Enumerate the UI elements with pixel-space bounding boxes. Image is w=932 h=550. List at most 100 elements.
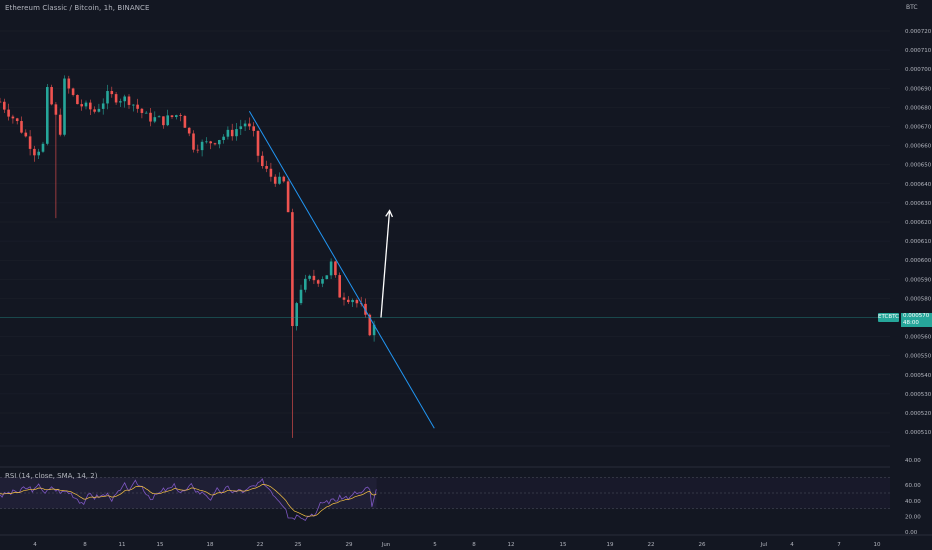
- candle-body: [157, 116, 161, 118]
- rsi-tick-label: 60.00: [905, 483, 921, 489]
- price-tick-label: 0.000560: [905, 335, 932, 341]
- candle-body: [295, 303, 298, 327]
- candle-body: [46, 87, 49, 144]
- candle-body: [76, 94, 79, 105]
- candle-body: [132, 104, 135, 106]
- time-tick-label: 8: [472, 542, 476, 548]
- candle-body: [20, 121, 23, 133]
- candle-body: [316, 280, 320, 284]
- candle-body: [312, 275, 316, 281]
- candle-body: [106, 91, 109, 104]
- time-tick-label: Jul: [760, 542, 768, 548]
- candle-body: [15, 118, 19, 122]
- candle-body: [265, 166, 268, 169]
- candle-body: [364, 303, 367, 315]
- candle-body: [347, 299, 350, 303]
- projection-arrow[interactable]: [380, 209, 394, 318]
- time-tick-label: 25: [295, 542, 302, 548]
- time-tick-label: 11: [119, 542, 126, 548]
- candle-body: [63, 78, 66, 135]
- candle-body: [278, 176, 281, 184]
- candle-body: [286, 181, 290, 213]
- candle-body: [248, 123, 251, 127]
- candle-body: [179, 115, 182, 116]
- price-axis[interactable]: 0.000720 0.000710 0.000700 0.000690 0.000680…: [905, 29, 932, 464]
- candle-body: [252, 126, 255, 131]
- time-tick-label: 5: [433, 542, 437, 548]
- arrow-head: [385, 209, 394, 218]
- candle-body: [175, 115, 178, 118]
- candle-body: [7, 109, 10, 117]
- time-tick-label: 22: [648, 542, 655, 548]
- rsi-tick-label: 20.00: [905, 514, 921, 520]
- candle-body: [33, 148, 36, 156]
- time-tick-label: 18: [207, 542, 214, 548]
- rsi-axis: 60.00 40.00 20.00 0.00: [905, 483, 921, 536]
- candle-body: [136, 104, 139, 109]
- price-tick-label: 0.000660: [905, 144, 932, 150]
- candle-body: [166, 115, 169, 126]
- candle-body: [0, 101, 2, 103]
- candle-body: [213, 143, 217, 145]
- price-tick-label: 0.000650: [905, 163, 932, 169]
- candle-body: [93, 109, 96, 112]
- candle-body: [123, 96, 126, 102]
- candle-body: [3, 101, 6, 110]
- candle-body: [89, 102, 92, 110]
- rsi-indicator-title[interactable]: RSI (14, close, SMA, 14, 2): [5, 472, 98, 480]
- candle-body: [209, 141, 212, 144]
- price-tick-label: 0.000720: [905, 29, 932, 35]
- candle-body: [101, 103, 105, 109]
- candle-body: [28, 136, 32, 149]
- candle-body: [372, 324, 376, 336]
- candle-body: [218, 140, 221, 145]
- price-tick-label: 0.000680: [905, 105, 932, 111]
- candle-body: [329, 261, 333, 276]
- candle-body: [239, 126, 243, 130]
- time-tick-label: 15: [157, 542, 164, 548]
- candle-body: [183, 115, 187, 128]
- candle-body: [308, 275, 311, 279]
- candle-body: [261, 155, 264, 167]
- grid-lines: [0, 30, 890, 447]
- price-tick-label: 0.000620: [905, 220, 932, 226]
- candle-body: [321, 279, 324, 284]
- candle-body: [269, 168, 273, 177]
- candle-body: [170, 115, 174, 118]
- candle-body: [205, 141, 208, 143]
- price-tick-label: 0.000610: [905, 239, 932, 245]
- price-tick-label: 0.000700: [905, 67, 932, 73]
- candle-body: [342, 297, 346, 300]
- candle-body: [11, 116, 15, 119]
- candle-body: [119, 101, 122, 103]
- chart-title: Ethereum Classic / Bitcoin, 1h, BINANCE: [5, 4, 150, 12]
- time-tick-label: 8: [83, 542, 87, 548]
- candle-body: [58, 114, 62, 135]
- symbol-tag: ETCBTC: [878, 313, 900, 322]
- candle-body: [140, 108, 144, 113]
- candle-body: [41, 143, 45, 152]
- candle-body: [71, 88, 75, 95]
- price-tick-label: 0.000630: [905, 201, 932, 207]
- candle-body: [50, 87, 53, 105]
- candle-body: [299, 289, 303, 304]
- rsi-pane: [0, 477, 890, 521]
- trendline[interactable]: [248, 110, 435, 429]
- time-tick-label: 12: [508, 542, 515, 548]
- candle-body: [54, 104, 58, 115]
- candle-body: [37, 151, 40, 156]
- candle-body: [334, 261, 337, 276]
- candle-body: [196, 149, 200, 151]
- candle-body: [162, 116, 165, 126]
- currency-label[interactable]: BTC: [906, 4, 918, 11]
- price-tick-label: 0.000550: [905, 354, 932, 360]
- price-tick-label: 0.000670: [905, 125, 932, 131]
- candle-body: [230, 129, 234, 137]
- price-tick-label: 0.000710: [905, 48, 932, 54]
- time-axis[interactable]: 4 8 11 15 18 22 25 29 Jun 5 8 12 15 19 22 26 Jul 4 7 10: [33, 542, 881, 548]
- bar-countdown: 48:00: [903, 320, 919, 326]
- candle-body: [144, 112, 148, 114]
- candle-body: [235, 129, 238, 137]
- time-tick-label: 15: [560, 542, 567, 548]
